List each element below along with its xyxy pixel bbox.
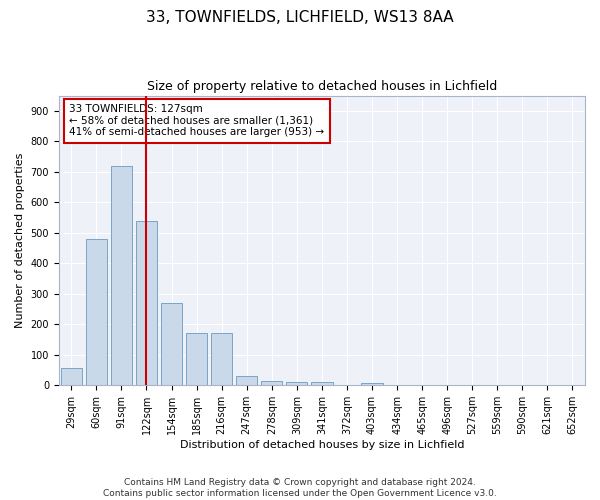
Bar (311, 382, 332, 385)
Bar (361, 383, 383, 385)
Bar (211, 334, 232, 385)
Bar (286, 382, 307, 385)
Text: Contains HM Land Registry data © Crown copyright and database right 2024.
Contai: Contains HM Land Registry data © Crown c… (103, 478, 497, 498)
Bar (161, 303, 182, 385)
Title: Size of property relative to detached houses in Lichfield: Size of property relative to detached ho… (147, 80, 497, 93)
Bar (236, 376, 257, 385)
Bar (111, 166, 132, 385)
Text: 33 TOWNFIELDS: 127sqm
← 58% of detached houses are smaller (1,361)
41% of semi-d: 33 TOWNFIELDS: 127sqm ← 58% of detached … (70, 104, 325, 138)
Bar (186, 334, 207, 385)
Bar (261, 380, 283, 385)
Text: 33, TOWNFIELDS, LICHFIELD, WS13 8AA: 33, TOWNFIELDS, LICHFIELD, WS13 8AA (146, 10, 454, 25)
Bar (136, 220, 157, 385)
Bar (61, 368, 82, 385)
X-axis label: Distribution of detached houses by size in Lichfield: Distribution of detached houses by size … (179, 440, 464, 450)
Bar (86, 239, 107, 385)
Y-axis label: Number of detached properties: Number of detached properties (15, 152, 25, 328)
